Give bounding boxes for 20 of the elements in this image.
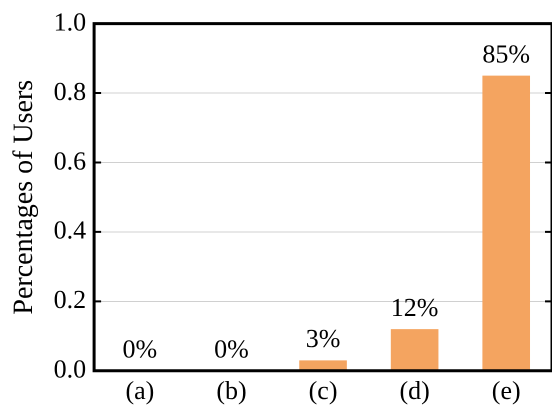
y-tick-label: 0.6 bbox=[54, 146, 86, 176]
data-label: 85% bbox=[482, 40, 530, 69]
y-axis-title: Percentages of Users bbox=[8, 80, 40, 315]
x-tick-label: (a) bbox=[125, 376, 154, 406]
x-tick-label: (d) bbox=[399, 376, 430, 406]
bar bbox=[482, 76, 530, 370]
y-tick-label: 1.0 bbox=[54, 7, 86, 36]
y-tick-label: 0.2 bbox=[54, 285, 86, 314]
y-tick-label: 0.0 bbox=[54, 354, 86, 384]
y-tick-label: 0.4 bbox=[54, 216, 86, 245]
bar bbox=[390, 329, 438, 370]
data-label: 3% bbox=[306, 324, 340, 354]
bar bbox=[299, 360, 347, 370]
data-label: 12% bbox=[390, 292, 438, 322]
data-label: 0% bbox=[214, 334, 249, 364]
data-label: 0% bbox=[122, 334, 158, 364]
y-tick-label: 0.8 bbox=[54, 76, 86, 106]
x-tick-label: (b) bbox=[216, 376, 247, 406]
x-tick-label: (e) bbox=[492, 376, 521, 406]
x-tick-label: (c) bbox=[308, 376, 338, 406]
